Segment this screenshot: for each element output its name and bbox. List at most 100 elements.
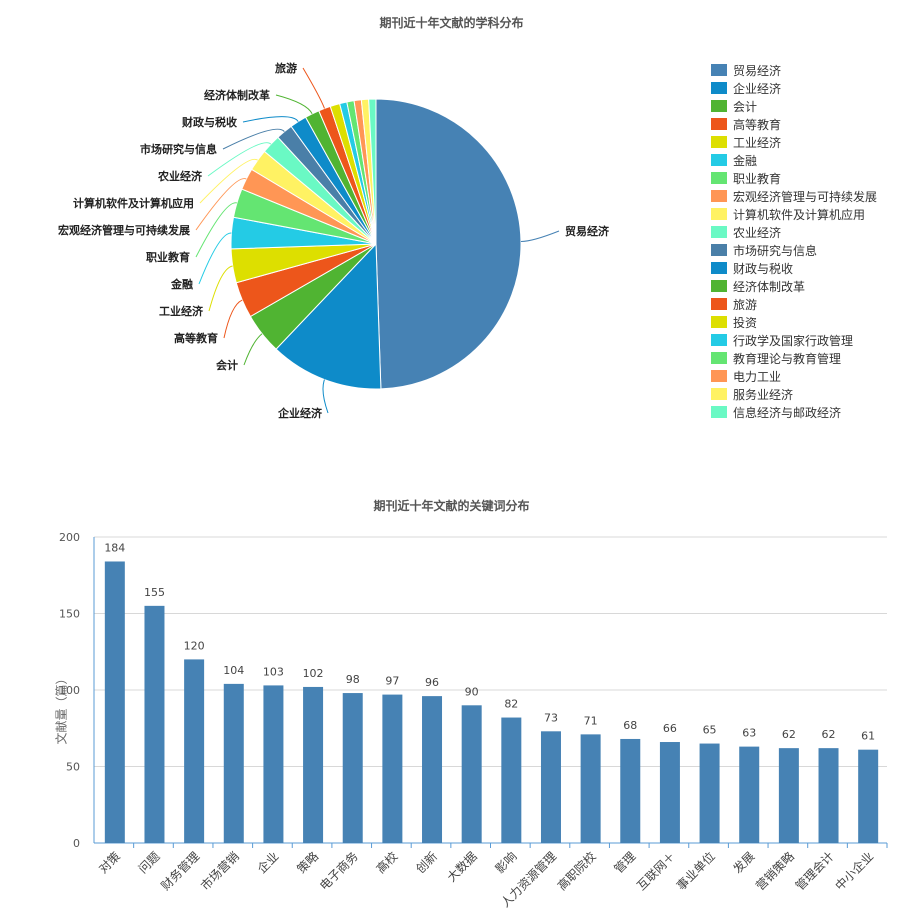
legend-item[interactable]: 会计 (711, 97, 877, 115)
bar (263, 685, 284, 843)
pie-connector (242, 116, 299, 123)
legend-item[interactable]: 教育理论与教育管理 (711, 349, 877, 367)
pie-connector (275, 94, 313, 115)
bar-value-label: 66 (663, 722, 677, 735)
y-tick-label: 50 (66, 761, 80, 774)
legend-label: 宏观经济管理与可持续发展 (733, 189, 878, 204)
legend-swatch (711, 244, 727, 256)
bar (422, 696, 443, 843)
x-tick-label: 问题 (136, 849, 163, 876)
legend-item[interactable]: 经济体制改革 (711, 277, 877, 295)
legend-swatch (711, 298, 727, 310)
legend-item[interactable]: 贸易经济 (711, 61, 877, 79)
pie-slice-label: 会计 (216, 358, 238, 372)
pie-connector (520, 230, 560, 243)
y-tick-label: 200 (59, 531, 80, 544)
bar-value-label: 120 (184, 639, 205, 652)
bar (739, 746, 760, 843)
x-tick-label: 高校 (373, 849, 401, 877)
x-tick-label: 大数据 (444, 849, 480, 885)
legend-item[interactable]: 工业经济 (711, 133, 877, 151)
legend-item[interactable]: 电力工业 (711, 367, 877, 385)
legend-swatch (711, 334, 727, 346)
legend-label: 服务业经济 (733, 387, 794, 402)
legend-swatch (711, 406, 727, 418)
bar (461, 705, 482, 843)
bar-value-label: 71 (584, 714, 598, 727)
legend-label: 行政学及国家行政管理 (733, 333, 854, 348)
bar (659, 742, 680, 843)
bar-value-label: 62 (822, 728, 836, 741)
legend-item[interactable]: 旅游 (711, 295, 877, 313)
legend-item[interactable]: 投资 (711, 313, 877, 331)
legend-swatch (711, 262, 727, 274)
legend-label: 高等教育 (733, 117, 782, 132)
y-tick-label: 100 (59, 684, 80, 697)
legend-swatch (711, 226, 727, 238)
pie-connector (195, 202, 238, 258)
bar (501, 717, 522, 843)
bar-value-label: 103 (263, 665, 284, 678)
pie-connector (243, 333, 263, 366)
legend-item[interactable]: 职业教育 (711, 169, 877, 187)
bar-y-axis-label: 文献量（篇） (54, 672, 69, 745)
bar (223, 683, 244, 843)
legend-item[interactable]: 信息经济与邮政经济 (711, 403, 877, 421)
bar-value-label: 96 (425, 676, 439, 689)
bar (858, 749, 879, 843)
bar-value-label: 98 (346, 673, 360, 686)
legend-item[interactable]: 金融 (711, 151, 877, 169)
legend-swatch (711, 208, 727, 220)
legend-swatch (711, 172, 727, 184)
bar-value-label: 97 (385, 675, 399, 688)
legend-item[interactable]: 宏观经济管理与可持续发展 (711, 187, 877, 205)
bar-value-label: 61 (861, 730, 875, 743)
pie-slice-label: 工业经济 (159, 304, 204, 318)
legend-swatch (711, 154, 727, 166)
legend-label: 职业教育 (733, 171, 782, 186)
x-tick-label: 影响 (492, 849, 520, 877)
bar (699, 743, 720, 843)
bar (540, 731, 561, 843)
pie-legend: 贸易经济企业经济会计高等教育 工业经济 金融职业教育宏观经济管理与可持续发展 计算机软… (711, 61, 877, 421)
x-tick-label: 策略 (294, 849, 322, 877)
legend-swatch (711, 82, 727, 94)
legend-label: 计算机软件及计算机应用 (733, 207, 866, 222)
bar (382, 694, 403, 843)
legend-swatch (711, 136, 727, 148)
x-tick-label: 创新 (413, 849, 441, 877)
x-tick-label: 管理会计 (792, 849, 837, 894)
x-tick-label: 电子商务 (316, 849, 361, 894)
legend-item[interactable]: 高等教育 (711, 115, 877, 133)
legend-item[interactable]: 企业经济 (711, 79, 877, 97)
pie-slice-label: 宏观经济管理与可持续发展 (58, 223, 191, 237)
pie-slice-label: 农业经济 (157, 169, 203, 183)
x-tick-label: 市场营销 (197, 849, 242, 894)
legend-item[interactable]: 行政学及国家行政管理 (711, 331, 877, 349)
bar-value-label: 184 (104, 541, 125, 554)
x-tick-label: 发展 (730, 849, 758, 877)
bar (778, 748, 799, 843)
pie-slice-label: 旅游 (275, 61, 297, 75)
legend-item[interactable]: 市场研究与信息 (711, 241, 877, 259)
legend-swatch (711, 316, 727, 328)
bar (580, 734, 601, 843)
y-tick-label: 150 (59, 608, 80, 621)
x-tick-label: 事业单位 (673, 849, 718, 894)
pie-connector (198, 232, 232, 285)
legend-item[interactable]: 服务业经济 (711, 385, 877, 403)
legend-swatch (711, 352, 727, 364)
y-tick-label: 0 (73, 837, 80, 850)
bar-value-label: 82 (504, 698, 518, 711)
legend-label: 旅游 (733, 297, 758, 312)
legend-item[interactable]: 财政与税收 (711, 259, 877, 277)
legend-label: 贸易经济 (733, 63, 782, 78)
pie-connector (302, 67, 325, 109)
bar (818, 748, 839, 843)
legend-item[interactable]: 农业经济 (711, 223, 877, 241)
legend-label: 市场研究与信息 (733, 243, 818, 258)
legend-label: 会计 (733, 99, 758, 114)
legend-item[interactable]: 计算机软件及计算机应用 (711, 205, 877, 223)
legend-label: 企业经济 (733, 81, 782, 96)
